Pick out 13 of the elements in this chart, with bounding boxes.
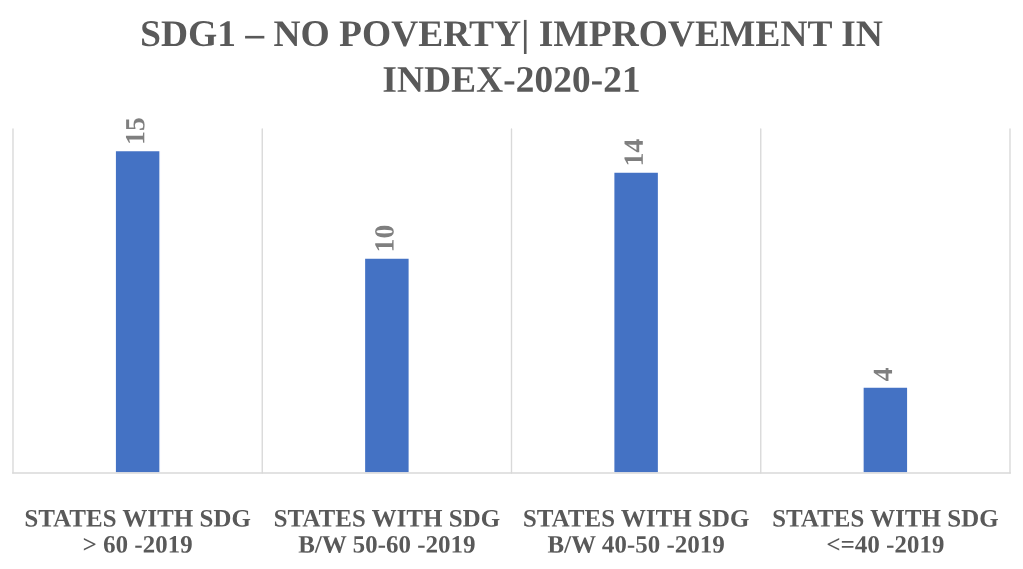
- bar: [612, 171, 660, 473]
- bar: [114, 149, 161, 473]
- x-tick-label: STATES WITH SDG B/W 50-60 -2019: [274, 509, 500, 553]
- x-tick-label: STATES WITH SDG > 60 -2019: [25, 509, 251, 553]
- x-tick-label: STATES WITH SDG <=40 -2019: [773, 509, 998, 553]
- data-label: 10: [375, 225, 394, 251]
- chart-title: SDG1 – NO POVERTY| IMPROVEMENT IN INDEX-2020-21: [142, 19, 883, 93]
- bar: [363, 257, 411, 473]
- data-label: 15: [125, 118, 145, 143]
- x-tick-label: STATES WITH SDG B/W 40-50 -2019: [524, 509, 749, 553]
- bar: [862, 386, 909, 473]
- data-label: 4: [873, 368, 893, 382]
- data-label: 14: [624, 139, 643, 165]
